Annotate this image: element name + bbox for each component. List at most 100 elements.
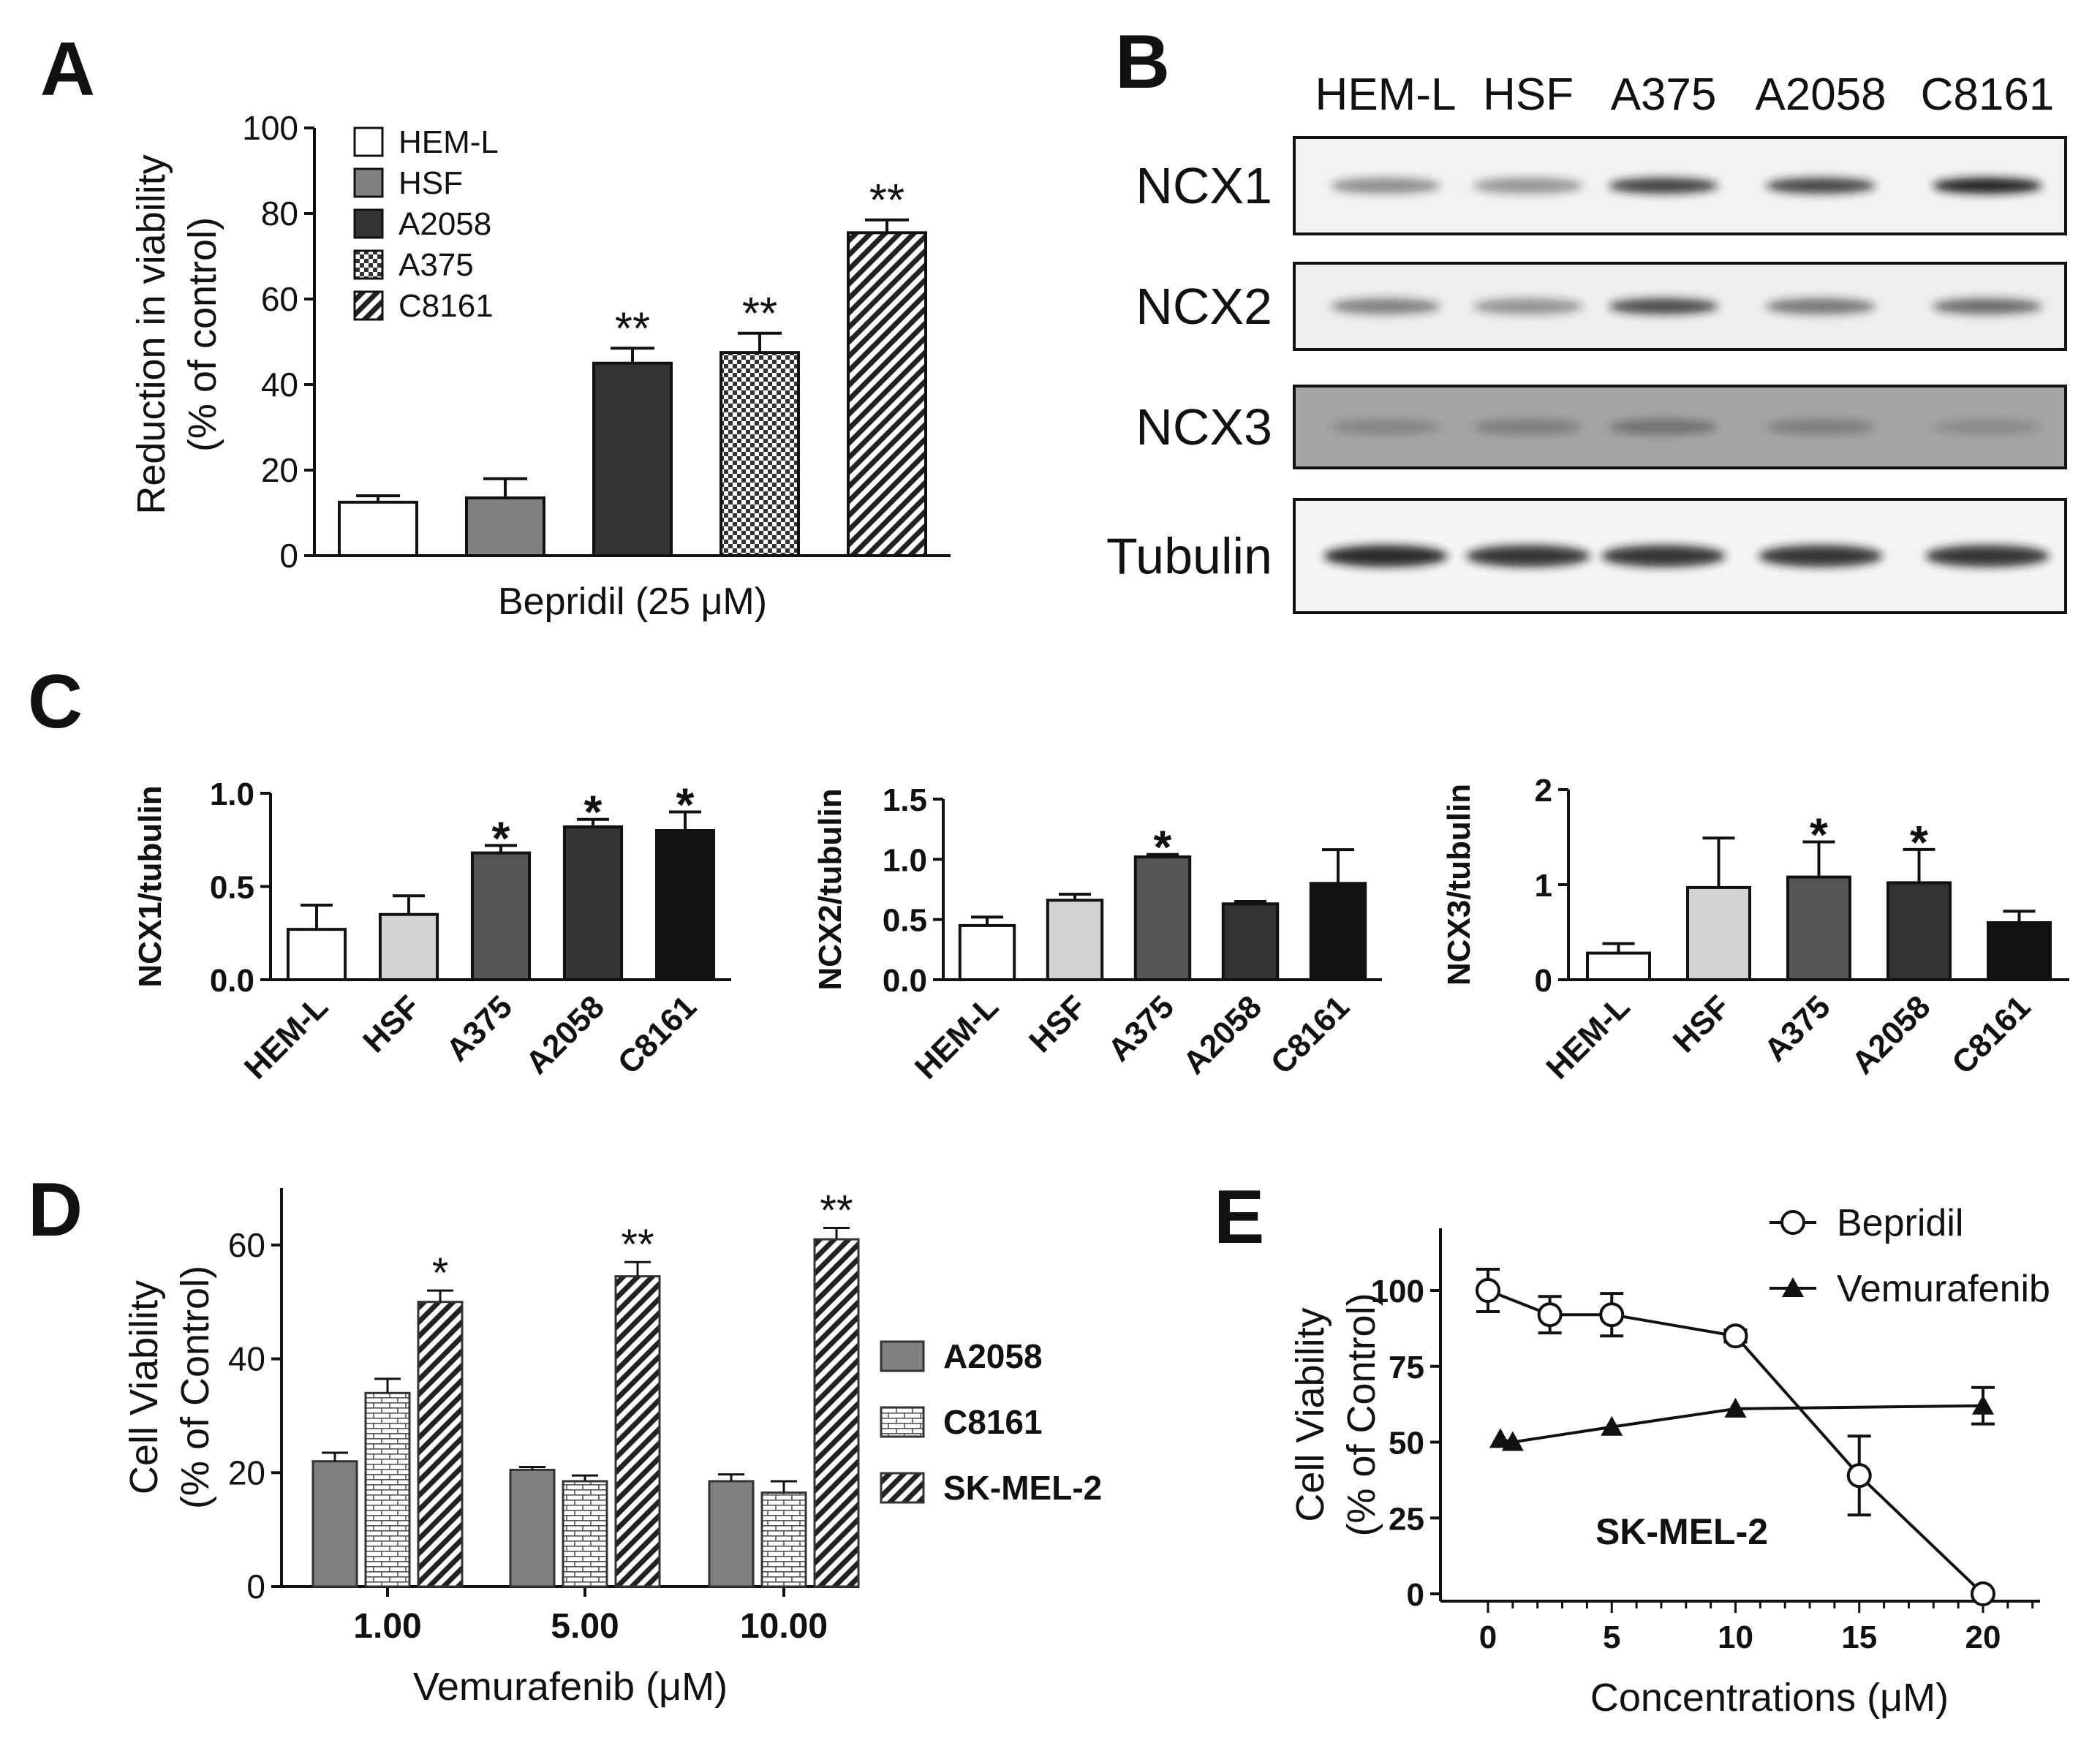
point-vemurafenib [1724,1397,1747,1418]
band [1473,178,1583,194]
bar-a2058 [311,1460,358,1588]
band [1933,298,2042,314]
point-bepridil [1971,1581,1995,1606]
legend-label: A375 [399,247,474,283]
bar-a375 [1786,875,1851,981]
y-tick-label: 100 [242,109,298,147]
y-tick-label: 0.5 [210,870,254,906]
y-tick-label: 25 [1389,1501,1424,1537]
legend-swatch [353,126,384,157]
band [1609,178,1718,194]
legend-marker-vemurafenib [1782,1277,1804,1297]
bar-hem-l [286,928,347,982]
x-tick-label: C8161 [1945,988,2037,1081]
y-tick-label: 1.5 [883,782,927,818]
y-axis-label-2: (% of Control) [173,1266,217,1509]
bar-c8161 [760,1491,807,1588]
y-tick-label: 0 [1407,1577,1424,1613]
band [1331,298,1440,314]
y-axis-label: NCX2/tubulin [812,788,848,990]
bar-sk-mel-2 [614,1275,661,1588]
blot-row-label: Tubulin [1106,528,1272,585]
y-axis-label-2: (% of control) [181,217,224,452]
bar-a2058 [1221,902,1280,982]
x-tick-label: A375 [439,988,519,1068]
bar-hsf [465,496,545,558]
y-tick-label: 75 [1389,1350,1424,1385]
x-tick-label: HSF [1666,988,1737,1059]
bar-hsf [1686,885,1751,982]
bar-hem-l [338,500,418,557]
y-tick-label: 100 [1371,1274,1424,1309]
legend-marker-bepridil [1780,1210,1805,1235]
x-tick-label: A2058 [519,988,611,1081]
band [1331,178,1440,194]
significance-mark: * [1810,809,1828,861]
x-tick-label: 15 [1841,1619,1877,1655]
bar-a2058 [509,1468,556,1588]
y-tick-label: 60 [228,1226,265,1264]
y-axis-label: Cell Viability [1288,1307,1332,1521]
bar-c8161 [1987,921,2052,981]
x-tick-label: 10.00 [740,1607,828,1646]
bar-a375 [719,351,800,557]
y-tick-label: 0.5 [883,903,927,939]
legend-label: Vemurafenib [1837,1268,2050,1310]
band [1933,419,2042,435]
bar-hem-l [958,923,1016,982]
legend-swatch [880,1340,925,1372]
band [1766,419,1876,435]
point-bepridil [1723,1323,1748,1349]
significance-mark: ** [820,1187,853,1235]
y-tick-label: 1.0 [883,842,927,878]
x-axis-label: Concentrations (μM) [1590,1676,1949,1720]
y-tick-label: 80 [261,194,298,232]
band [1609,419,1718,435]
lane-label: A375 [1611,69,1717,120]
y-tick-label: 1 [1535,868,1552,904]
x-tick-label: A375 [1758,988,1837,1068]
x-tick-label: 5 [1603,1619,1620,1655]
bar-c8161 [562,1480,608,1588]
x-axis-label: Bepridil (25 μM) [498,581,767,623]
band [1473,298,1583,314]
point-bepridil [1537,1302,1563,1328]
point-vemurafenib [1501,1431,1524,1451]
y-tick-label: 0.0 [883,963,927,999]
legend-swatch [353,167,384,198]
x-tick-label: C8161 [1264,988,1356,1081]
bar-c8161 [847,231,927,557]
significance-mark: * [492,812,510,864]
legend-label: Bepridil [1837,1202,1963,1244]
y-axis-label: Cell Viability [122,1280,166,1494]
x-tick-label: 1.00 [353,1607,421,1646]
point-vemurafenib [1972,1394,1994,1415]
significance-mark: * [1910,816,1928,869]
band [1473,419,1583,435]
y-tick-label: 0 [279,537,298,575]
bar-c8161 [654,829,716,981]
x-tick-label: C8161 [611,988,703,1081]
legend-swatch [353,208,384,239]
blot-row-label: NCX2 [1136,278,1272,335]
x-tick-label: 10 [1718,1619,1753,1655]
y-axis-label: Reduction in viability [129,154,173,514]
panel-letter-c: C [28,659,83,744]
blot-row-label: NCX3 [1136,398,1272,455]
bar-a2058 [708,1480,755,1588]
bar-a2058 [1886,881,1952,982]
bar-hem-l [1586,951,1651,981]
legend-label: C8161 [943,1403,1043,1441]
band [1766,298,1876,314]
legend-swatch [353,249,384,280]
y-axis-label-2: (% of Control) [1340,1293,1383,1536]
y-tick-label: 2 [1535,773,1552,809]
y-tick-label: 20 [228,1453,265,1491]
y-tick-label: 0 [246,1568,265,1606]
x-tick-label: HEM-L [1539,988,1636,1086]
lane-label: C8161 [1921,69,2055,120]
y-tick-label: 0 [1535,963,1552,999]
y-axis-label: NCX1/tubulin [132,785,168,987]
band [1323,545,1448,567]
